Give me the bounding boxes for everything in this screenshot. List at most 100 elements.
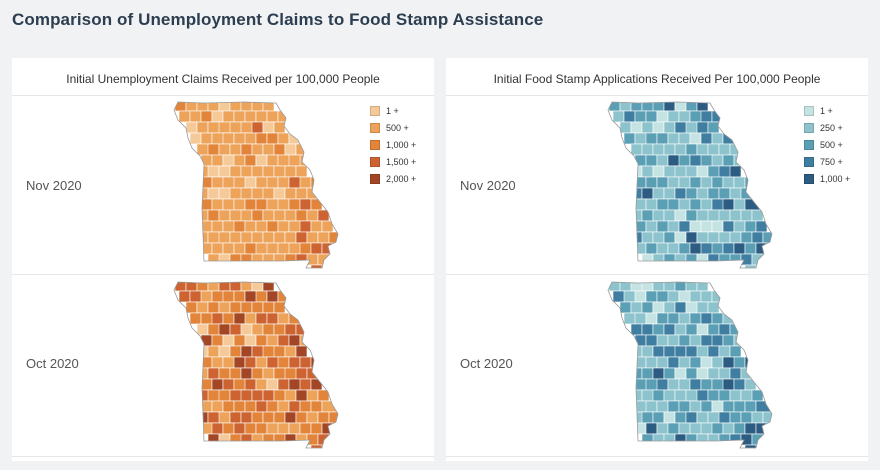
county xyxy=(244,220,257,233)
county xyxy=(277,290,290,303)
county xyxy=(656,400,669,413)
county xyxy=(700,220,713,233)
county xyxy=(233,198,246,211)
county xyxy=(744,242,757,255)
county xyxy=(244,422,257,435)
county xyxy=(233,290,246,303)
legend-item[interactable]: 750 + xyxy=(804,153,850,170)
county xyxy=(211,220,224,233)
county xyxy=(689,378,702,391)
county xyxy=(229,143,242,156)
county xyxy=(674,389,687,402)
county xyxy=(733,422,746,435)
county xyxy=(244,176,257,189)
county xyxy=(240,253,253,266)
county xyxy=(277,312,290,325)
county xyxy=(321,400,338,413)
county xyxy=(707,323,720,336)
county xyxy=(685,411,698,424)
county xyxy=(630,345,643,358)
county xyxy=(700,132,713,145)
legend-swatch xyxy=(804,173,814,184)
legend-label: 1,000 + xyxy=(386,139,417,150)
county xyxy=(619,121,632,134)
county xyxy=(244,132,257,145)
county xyxy=(685,433,698,446)
county xyxy=(733,378,746,391)
county xyxy=(233,400,246,413)
county xyxy=(189,312,202,325)
county xyxy=(729,187,742,200)
county xyxy=(266,334,279,347)
legend-label: 1,000 + xyxy=(820,173,851,184)
county xyxy=(652,282,665,292)
county xyxy=(244,312,257,325)
county xyxy=(674,367,687,380)
legend-item[interactable]: 1 + xyxy=(804,102,850,119)
county xyxy=(207,143,220,156)
county xyxy=(645,290,658,303)
food-stamp-panel: Initial Food Stamp Applications Received… xyxy=(446,58,868,461)
county xyxy=(729,389,742,402)
county xyxy=(229,253,242,266)
county xyxy=(663,323,676,336)
county xyxy=(619,301,632,314)
county xyxy=(222,400,235,413)
county xyxy=(634,242,647,255)
unemployment-map-nov-2020[interactable] xyxy=(164,100,354,270)
county xyxy=(656,176,669,189)
county xyxy=(262,121,275,134)
county xyxy=(707,143,720,156)
county xyxy=(685,187,698,200)
county xyxy=(729,323,742,336)
county xyxy=(707,301,720,314)
county xyxy=(663,433,676,446)
legend-item[interactable]: 500 + xyxy=(804,136,850,153)
county xyxy=(678,110,691,123)
county xyxy=(645,312,658,325)
legend-swatch xyxy=(804,139,814,150)
county xyxy=(299,378,312,391)
legend-item[interactable]: 1,000 + xyxy=(370,136,416,153)
county xyxy=(652,433,665,446)
legend-item[interactable]: 1,000 + xyxy=(804,170,850,187)
county xyxy=(700,198,713,211)
county xyxy=(744,378,757,391)
county xyxy=(733,400,746,413)
legend-item[interactable]: 1 + xyxy=(370,102,416,119)
food-stamp-map-oct-2020[interactable] xyxy=(598,280,788,450)
unemployment-map-oct-2020[interactable] xyxy=(164,280,354,450)
county xyxy=(744,264,757,268)
county xyxy=(222,312,235,325)
legend-label: 2,000 + xyxy=(386,173,417,184)
county xyxy=(678,400,691,413)
county xyxy=(634,290,647,303)
legend-swatch xyxy=(804,122,814,133)
county xyxy=(218,143,231,156)
county xyxy=(251,143,264,156)
county xyxy=(729,143,742,156)
county xyxy=(652,121,665,134)
county xyxy=(645,176,658,189)
legend-item[interactable]: 1,500 + xyxy=(370,153,416,170)
panel-divider xyxy=(446,274,868,275)
county xyxy=(299,220,312,233)
legend-item[interactable]: 250 + xyxy=(804,119,850,136)
food-stamp-map-nov-2020[interactable] xyxy=(598,100,788,270)
county xyxy=(273,143,286,156)
county xyxy=(674,411,687,424)
county xyxy=(641,121,654,134)
county xyxy=(718,433,731,446)
county xyxy=(696,389,709,402)
county xyxy=(652,143,665,156)
legend-item[interactable]: 500 + xyxy=(370,119,416,136)
county xyxy=(722,154,735,167)
county xyxy=(222,422,235,435)
county xyxy=(277,334,290,347)
legend-item[interactable]: 2,000 + xyxy=(370,170,416,187)
county xyxy=(729,367,742,380)
county xyxy=(685,253,698,266)
county xyxy=(251,165,264,178)
county xyxy=(262,282,275,292)
county xyxy=(674,345,687,358)
